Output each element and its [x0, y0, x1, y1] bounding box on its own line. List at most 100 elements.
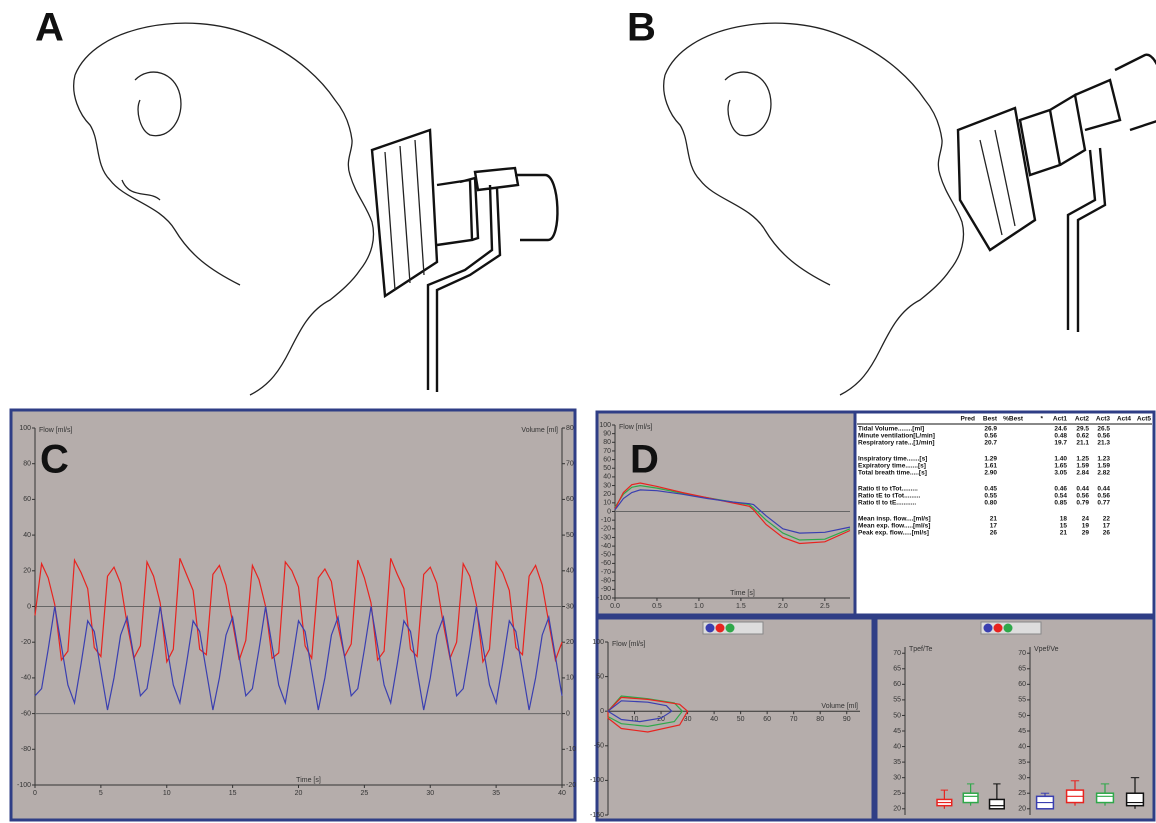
- x-tick-label: 1.0: [694, 603, 704, 610]
- x-tick-label: 0.5: [652, 603, 662, 610]
- act-cell: 2.82: [1097, 470, 1110, 477]
- y-axis-label: Tpef/Te: [909, 646, 932, 653]
- y-tick-label: 65: [893, 666, 901, 673]
- act-cell: 0.44: [1076, 486, 1089, 493]
- y-tick-label: 30: [1018, 775, 1026, 782]
- row-label: Total breath time.....[s]: [858, 470, 927, 477]
- row-label: Tidal Volume........[ml]: [858, 426, 924, 433]
- y-tick-label: 60: [1018, 681, 1026, 688]
- panel-label: C: [40, 438, 69, 482]
- y-tick-label: 0: [607, 508, 611, 515]
- row-label: Inspiratory time.......[s]: [858, 456, 927, 463]
- x-tick-label: 30: [684, 716, 692, 723]
- best-cell: 0.80: [984, 500, 997, 507]
- act-cell: 18: [1060, 516, 1068, 523]
- act-cell: 0.77: [1097, 500, 1110, 507]
- y-tick-label: 55: [893, 697, 901, 704]
- y-axis-label: Vpef/Ve: [1034, 646, 1059, 653]
- panel-c: [9, 408, 577, 822]
- y-axis-label: Flow [ml/s]: [39, 427, 73, 434]
- y-tick-label: 60: [23, 496, 31, 503]
- x-tick-label: 20: [657, 716, 665, 723]
- act-cell: 29.5: [1076, 426, 1089, 433]
- x-tick-label: 15: [229, 790, 237, 797]
- x-tick-label: 0: [33, 790, 37, 797]
- y-tick-label: -70: [601, 569, 611, 576]
- y-tick-label: 50: [603, 465, 611, 472]
- act-cell: 0.56: [1097, 493, 1110, 500]
- x-tick-label: 30: [426, 790, 434, 797]
- act-cell: 17: [1103, 523, 1111, 530]
- act-cell: 22: [1103, 516, 1111, 523]
- best-cell: 0.45: [984, 486, 997, 493]
- row-label: Minute ventilation[L/min]: [858, 433, 935, 440]
- y-tick-label: 50: [893, 712, 901, 719]
- x-tick-label: 40: [558, 790, 566, 797]
- column-header: Act3: [1096, 416, 1110, 423]
- box: [962, 792, 979, 804]
- y-tick-label: 100: [592, 639, 604, 646]
- y-tick-label: 70: [1018, 650, 1026, 657]
- column-header: Pred: [961, 416, 975, 423]
- best-cell: 21: [990, 516, 998, 523]
- y2-tick-label: -10: [566, 746, 576, 753]
- series-line: [607, 696, 689, 733]
- y-tick-label: -100: [597, 595, 611, 602]
- act-cell: 26.5: [1097, 426, 1110, 433]
- act-cell: 29: [1082, 530, 1090, 537]
- y-tick-label: -40: [601, 543, 611, 550]
- y-tick-label: 30: [603, 482, 611, 489]
- y-tick-label: 65: [1018, 666, 1026, 673]
- act-cell: 0.56: [1076, 493, 1089, 500]
- y-tick-label: -40: [21, 675, 31, 682]
- best-cell: 17: [990, 523, 998, 530]
- y-tick-label: -30: [601, 534, 611, 541]
- act-cell: 0.48: [1054, 433, 1067, 440]
- y-tick-label: 10: [603, 500, 611, 507]
- act-cell: 0.54: [1054, 493, 1067, 500]
- y2-tick-label: 60: [566, 496, 574, 503]
- act-cell: 1.59: [1076, 463, 1089, 470]
- act-cell: 0.79: [1076, 500, 1089, 507]
- act-cell: 1.25: [1076, 456, 1089, 463]
- x-tick-label: 70: [790, 716, 798, 723]
- x-tick-label: 2.0: [778, 603, 788, 610]
- y-tick-label: -50: [594, 743, 604, 750]
- y-tick-label: 40: [603, 474, 611, 481]
- box: [1125, 792, 1145, 807]
- x-tick-label: 10: [631, 716, 639, 723]
- y-tick-label: 100: [19, 425, 31, 432]
- act-cell: 24.6: [1054, 426, 1067, 433]
- y2-tick-label: 20: [566, 639, 574, 646]
- act-cell: 3.05: [1054, 470, 1067, 477]
- act-cell: 21.1: [1076, 440, 1089, 447]
- series-line: [34, 606, 563, 711]
- y-tick-label: 20: [23, 568, 31, 575]
- best-cell: 20.7: [984, 440, 997, 447]
- column-header: Act2: [1075, 416, 1089, 423]
- y-tick-label: 35: [893, 759, 901, 766]
- x-tick-label: 50: [737, 716, 745, 723]
- y-tick-label: -90: [601, 586, 611, 593]
- series-line: [607, 700, 673, 723]
- series-line: [34, 557, 563, 664]
- y-tick-label: -80: [601, 578, 611, 585]
- row-label: Mean exp. flow.....[ml/s]: [858, 523, 930, 530]
- column-header: *: [1040, 416, 1043, 423]
- y-tick-label: 40: [23, 532, 31, 539]
- y-tick-label: 55: [1018, 697, 1026, 704]
- panel-label: B: [627, 6, 656, 50]
- x-tick-label: 40: [710, 716, 718, 723]
- act-cell: 19: [1082, 523, 1090, 530]
- row-label: Ratio tI to tE...........: [858, 500, 916, 507]
- y-tick-label: 60: [893, 681, 901, 688]
- act-cell: 0.56: [1097, 433, 1110, 440]
- y-tick-label: -150: [590, 812, 604, 819]
- y-tick-label: 45: [893, 728, 901, 735]
- y-tick-label: 25: [1018, 790, 1026, 797]
- y-tick-label: -20: [601, 526, 611, 533]
- y2-axis-label: Volume [ml]: [521, 427, 558, 434]
- y-tick-label: 0: [27, 603, 31, 610]
